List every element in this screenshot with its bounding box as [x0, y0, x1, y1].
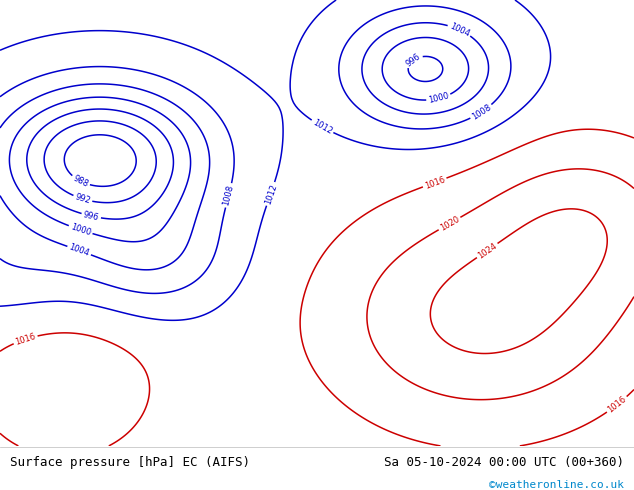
Text: 1004: 1004: [68, 243, 91, 258]
Text: ©weatheronline.co.uk: ©weatheronline.co.uk: [489, 480, 624, 490]
Text: 1016: 1016: [606, 394, 628, 415]
Text: 1024: 1024: [476, 241, 498, 260]
Text: 1008: 1008: [470, 102, 493, 122]
Text: 1012: 1012: [311, 118, 333, 136]
Text: Surface pressure [hPa] EC (AIFS): Surface pressure [hPa] EC (AIFS): [10, 456, 250, 469]
Text: Sa 05-10-2024 00:00 UTC (00+360): Sa 05-10-2024 00:00 UTC (00+360): [384, 456, 624, 469]
Text: 1008: 1008: [222, 184, 236, 207]
Text: 992: 992: [74, 192, 91, 205]
Text: 1000: 1000: [427, 92, 450, 105]
Text: 1016: 1016: [14, 332, 37, 347]
Text: 1012: 1012: [263, 182, 278, 205]
Text: 988: 988: [72, 173, 90, 189]
Text: 1004: 1004: [448, 22, 471, 38]
Text: 1000: 1000: [69, 222, 92, 238]
Text: 996: 996: [82, 210, 100, 222]
Text: 1020: 1020: [438, 215, 461, 233]
Text: 1016: 1016: [424, 174, 446, 191]
Text: 996: 996: [404, 51, 422, 69]
